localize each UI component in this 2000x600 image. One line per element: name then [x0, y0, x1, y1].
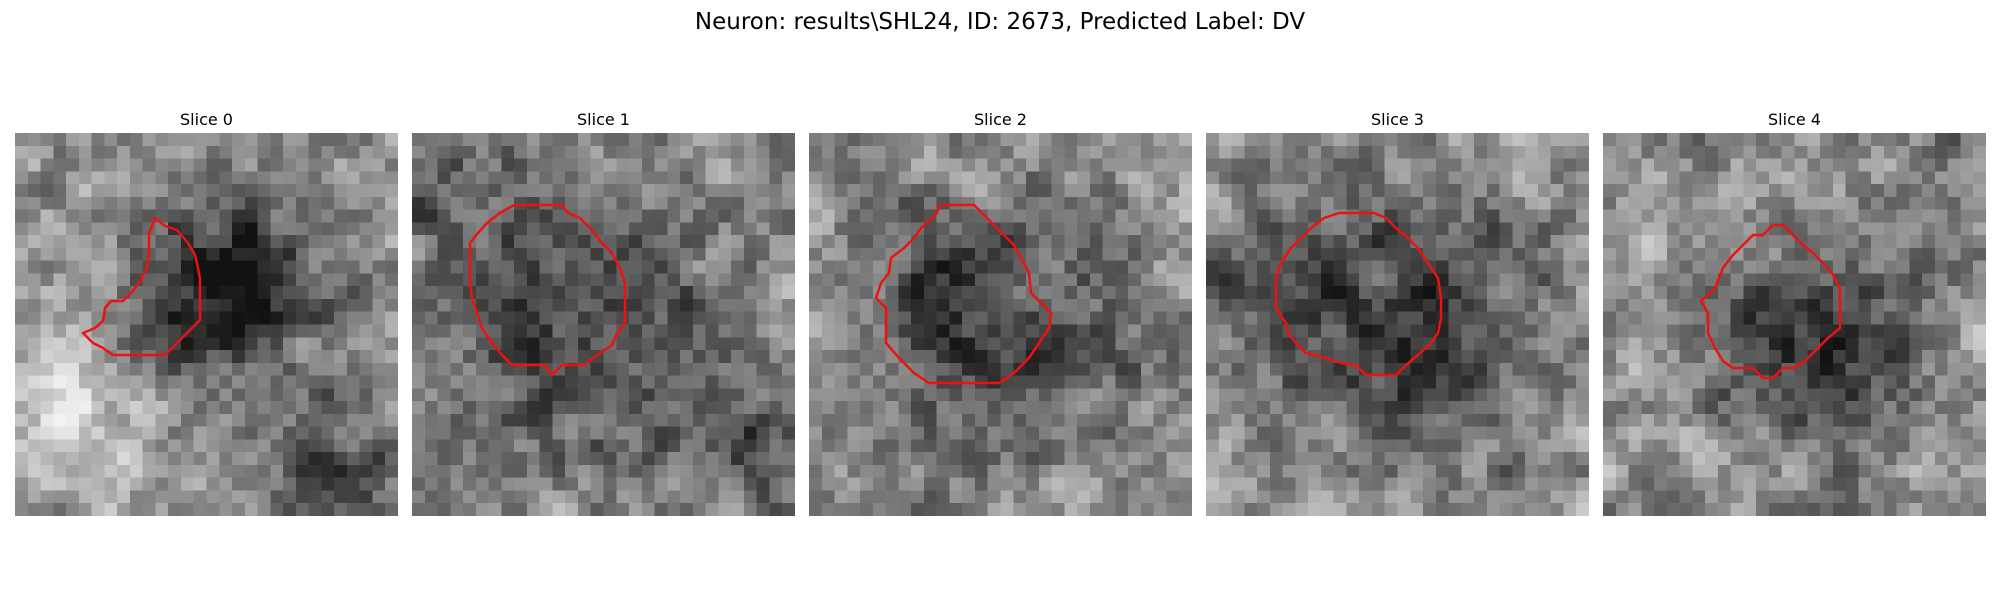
- slice-2-panel: [809, 133, 1192, 516]
- slice-0-panel: [15, 133, 398, 516]
- slice-1-image: [412, 133, 795, 516]
- slice-3-contour: [1274, 211, 1443, 377]
- slice-2-image: [809, 133, 1192, 516]
- slice-4-contour: [1699, 223, 1842, 380]
- slice-4-title: Slice 4: [1768, 110, 1821, 129]
- slice-2-contour: [874, 203, 1053, 385]
- slice-0-contour: [81, 217, 202, 357]
- figure-title: Neuron: results\SHL24, ID: 2673, Predict…: [694, 9, 1306, 35]
- slice-3-panel: [1206, 133, 1589, 516]
- slice-3-title: Slice 3: [1371, 110, 1424, 129]
- slice-0-image: [15, 133, 398, 516]
- slice-1-title: Slice 1: [577, 110, 630, 129]
- slice-4-panel: [1603, 133, 1986, 516]
- slice-3-image: [1206, 133, 1589, 516]
- slice-1-contour: [468, 203, 627, 377]
- slice-0-title: Slice 0: [180, 110, 233, 129]
- slice-1-panel: [412, 133, 795, 516]
- slice-2-title: Slice 2: [974, 110, 1027, 129]
